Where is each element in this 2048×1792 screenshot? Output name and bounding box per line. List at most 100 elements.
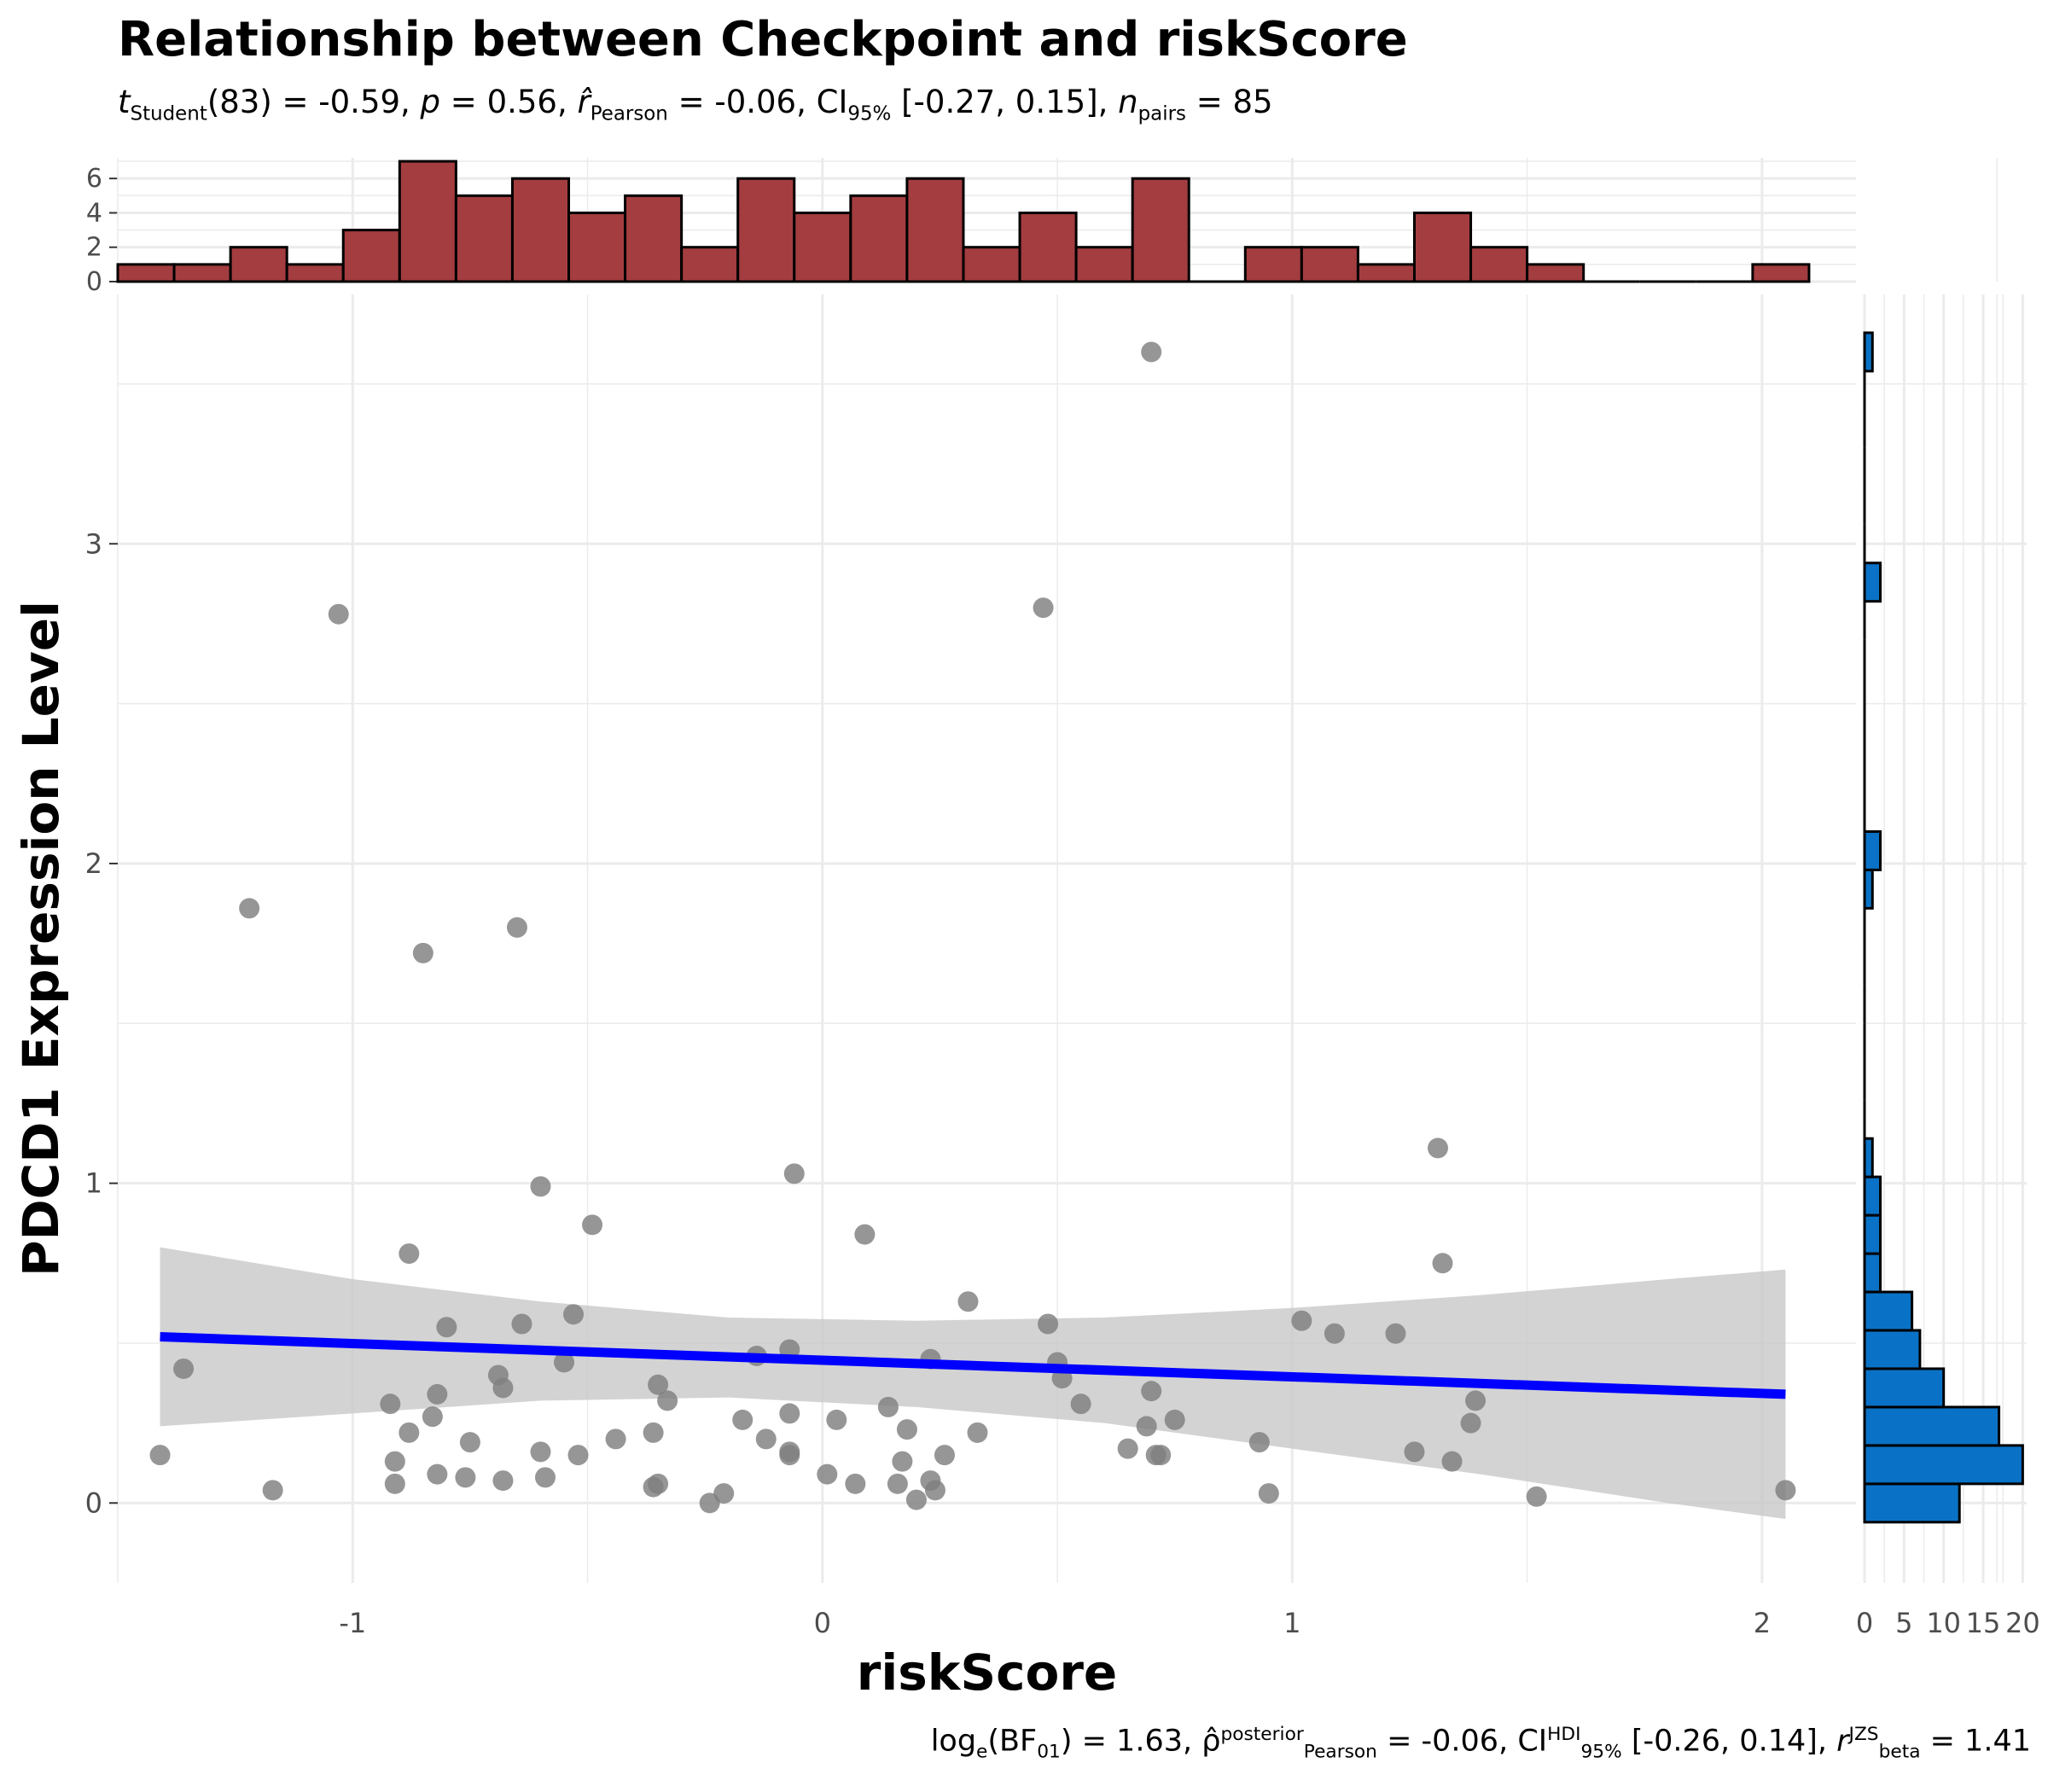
data-point bbox=[1385, 1323, 1406, 1344]
data-point bbox=[455, 1467, 476, 1488]
data-point bbox=[422, 1406, 443, 1428]
top-hist-bar bbox=[229, 246, 288, 283]
top-hist-bar bbox=[1018, 211, 1078, 283]
t-sub: Student bbox=[130, 102, 207, 125]
data-point bbox=[648, 1473, 669, 1494]
data-point bbox=[567, 1445, 589, 1466]
regression-line bbox=[160, 1331, 1786, 1399]
top-hist-bar bbox=[1131, 177, 1190, 283]
top-hist-bar bbox=[398, 160, 457, 283]
rho-sup: posterior bbox=[1220, 1724, 1304, 1745]
data-point bbox=[1136, 1416, 1157, 1437]
p-value: = 0.56, bbox=[440, 84, 578, 120]
data-point bbox=[1248, 1432, 1270, 1453]
top-hist-bar bbox=[1074, 246, 1134, 283]
right-hist-bar bbox=[1863, 1367, 1946, 1409]
data-point bbox=[239, 898, 260, 919]
top-hist-bar bbox=[624, 194, 684, 283]
rho-sub: Pearson bbox=[1303, 1741, 1377, 1763]
log-sub: e bbox=[976, 1741, 988, 1763]
data-point bbox=[1117, 1438, 1138, 1459]
t-symbol: t bbox=[118, 84, 131, 120]
y-tick-label: 0 bbox=[85, 1487, 102, 1519]
t-value: (83) = -0.59, bbox=[207, 84, 421, 120]
top-hist-bar bbox=[116, 263, 176, 283]
y-axis-title: PDCD1 Expression Level bbox=[12, 601, 70, 1277]
log-text: log bbox=[930, 1724, 977, 1759]
data-point bbox=[1441, 1451, 1463, 1472]
hdi-value: [-0.26, 0.14], bbox=[1621, 1724, 1837, 1759]
data-point bbox=[384, 1451, 405, 1472]
hdi-sub: 95% bbox=[1580, 1741, 1622, 1763]
data-point bbox=[399, 1422, 420, 1443]
data-point bbox=[887, 1473, 908, 1494]
data-point bbox=[506, 916, 527, 938]
data-point bbox=[779, 1403, 800, 1424]
top-hist-bar bbox=[793, 211, 852, 283]
data-point bbox=[1324, 1323, 1345, 1344]
r-symbol: r̂ bbox=[577, 84, 591, 120]
data-point bbox=[511, 1313, 532, 1335]
data-point bbox=[1404, 1441, 1425, 1463]
data-point bbox=[563, 1304, 585, 1325]
data-point bbox=[648, 1374, 669, 1395]
top-hist-bar bbox=[1412, 211, 1473, 283]
data-point bbox=[1291, 1310, 1312, 1331]
data-point bbox=[905, 1489, 927, 1510]
n-symbol: n bbox=[1118, 84, 1138, 120]
right-hist-tick-label: 20 bbox=[2005, 1607, 2040, 1639]
top-hist-bar bbox=[567, 211, 627, 283]
top-histogram: 0 2 4 6 bbox=[86, 158, 1998, 297]
ci-value: [-0.27, 0.15], bbox=[891, 84, 1119, 120]
x-tick-label: 2 bbox=[1754, 1607, 1771, 1639]
right-hist-bar bbox=[1863, 1175, 1882, 1217]
data-point bbox=[1070, 1393, 1091, 1415]
points-layer bbox=[149, 341, 1796, 1514]
n-value: = 85 bbox=[1185, 84, 1273, 120]
right-hist-tick-label: 0 bbox=[1856, 1607, 1873, 1639]
data-point bbox=[713, 1483, 735, 1504]
data-point bbox=[530, 1441, 551, 1463]
right-hist-bar bbox=[1863, 1252, 1882, 1294]
data-point bbox=[534, 1467, 556, 1488]
data-point bbox=[384, 1473, 405, 1494]
data-point bbox=[1460, 1412, 1481, 1434]
right-hist-bar bbox=[1863, 1290, 1914, 1332]
rb-sub: beta bbox=[1878, 1741, 1921, 1763]
data-point bbox=[957, 1291, 979, 1312]
data-point bbox=[1258, 1483, 1279, 1504]
top-hist-bar bbox=[341, 229, 401, 283]
top-hist-bar bbox=[1469, 246, 1529, 283]
data-point bbox=[328, 603, 349, 625]
right-histogram: 0 5 10 15 20 bbox=[1856, 294, 2040, 1639]
right-hist-tick-label: 10 bbox=[1926, 1607, 1961, 1639]
data-point bbox=[492, 1377, 514, 1399]
right-hist-bar bbox=[1863, 1482, 1961, 1524]
data-point bbox=[892, 1451, 913, 1472]
right-hist-tick-label: 5 bbox=[1895, 1607, 1912, 1639]
top-hist-tick-label: 0 bbox=[86, 267, 102, 297]
data-point bbox=[657, 1390, 678, 1411]
rho-value: = -0.06, CI bbox=[1376, 1724, 1548, 1759]
top-hist-tick-label: 6 bbox=[86, 164, 102, 194]
data-point bbox=[826, 1409, 847, 1430]
data-point bbox=[459, 1432, 480, 1453]
top-hist-bar bbox=[510, 177, 571, 283]
top-hist-bar bbox=[680, 246, 740, 283]
chart-title: Relationship between Checkpoint and risk… bbox=[118, 12, 1408, 67]
data-point bbox=[783, 1163, 805, 1184]
y-tick-label: 3 bbox=[85, 527, 102, 560]
x-tick-label: -1 bbox=[339, 1607, 366, 1639]
data-point bbox=[1150, 1445, 1172, 1466]
x-tick-label: 1 bbox=[1283, 1607, 1300, 1639]
data-point bbox=[1432, 1253, 1453, 1274]
right-hist-bar bbox=[1863, 331, 1874, 373]
bf-sub: 01 bbox=[1037, 1741, 1061, 1763]
top-hist-bar bbox=[454, 194, 514, 283]
rb-value: = 1.41 bbox=[1920, 1724, 2031, 1759]
data-point bbox=[934, 1445, 955, 1466]
top-hist-bar bbox=[172, 263, 232, 283]
top-hist-bar bbox=[1243, 246, 1303, 283]
data-point bbox=[173, 1358, 195, 1379]
